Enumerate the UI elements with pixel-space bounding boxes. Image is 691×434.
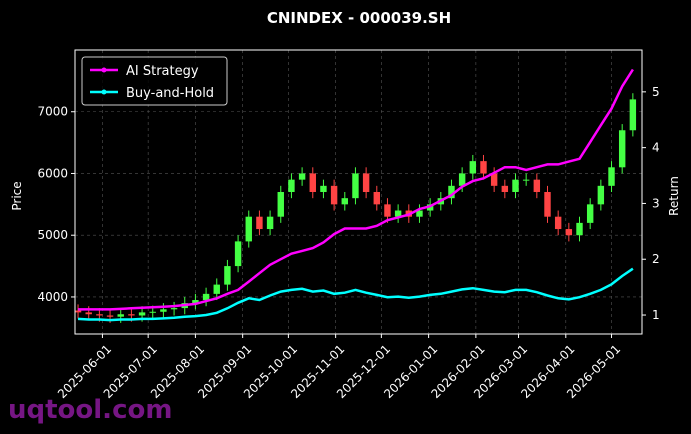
candle-body [128, 314, 135, 316]
candle-body [586, 204, 594, 223]
candle-body [618, 130, 626, 168]
candle-body [266, 216, 274, 230]
candle-body [362, 173, 370, 192]
y-axis-label: Price [10, 181, 24, 210]
candle-body [352, 173, 359, 199]
candle-body [298, 173, 306, 180]
candle-body [480, 161, 487, 174]
legend-label: Buy-and-Hold [126, 86, 214, 101]
y-tick-label: 6000 [37, 166, 68, 180]
candle-body [160, 309, 167, 312]
candle-body [330, 185, 338, 205]
legend-marker [101, 89, 107, 95]
candle-body [149, 311, 156, 313]
y2-tick-label: 2 [652, 252, 660, 266]
y-tick-label: 7000 [37, 105, 68, 119]
candle-body [469, 161, 477, 174]
candle-body [533, 179, 541, 192]
candle-body [544, 192, 551, 217]
candle-body [384, 204, 391, 217]
candle-body [74, 310, 82, 313]
candle-body [522, 179, 530, 181]
candle-body [373, 192, 380, 205]
candle-body [576, 222, 583, 236]
candle-body [565, 229, 573, 236]
candle-body [138, 312, 146, 316]
y2-axis-label: Return [667, 176, 681, 216]
candle-body [629, 99, 637, 131]
candle-body [117, 314, 124, 317]
plot-frame [74, 49, 643, 335]
y-tick-label: 4000 [37, 290, 68, 304]
legend-marker [101, 67, 107, 73]
candle-body [202, 293, 210, 301]
y2-tick-label: 1 [652, 308, 660, 322]
candle-body [448, 185, 455, 199]
chart-title: CNINDEX - 000039.SH [267, 9, 451, 27]
candle-body [490, 173, 498, 186]
series-line [78, 68, 634, 311]
legend-label: AI Strategy [126, 64, 199, 79]
candle-body [309, 173, 316, 192]
candle-body [245, 216, 252, 242]
candle-body [96, 314, 103, 316]
candle-body [458, 173, 466, 186]
candle-body [192, 300, 199, 304]
candle-body [394, 210, 402, 217]
candle-body [416, 210, 423, 217]
y2-tick-label: 5 [652, 85, 660, 99]
candle-body [597, 185, 605, 205]
candle-body [234, 241, 242, 267]
candle-body [170, 308, 178, 310]
watermark: uqtool.com [8, 395, 172, 425]
candle-body [320, 185, 327, 192]
candle-body [341, 198, 348, 205]
candle-body [288, 179, 295, 192]
candle-body [608, 167, 615, 186]
legend-box [81, 56, 228, 106]
candle-body [106, 315, 114, 317]
series-line [77, 267, 634, 322]
y2-tick-label: 3 [652, 196, 660, 210]
y-tick-label: 5000 [37, 228, 68, 242]
candle-body [277, 192, 284, 217]
candle-body [224, 266, 231, 285]
y2-tick-label: 4 [652, 141, 660, 155]
candle-body [554, 216, 562, 230]
candle-body [213, 284, 220, 294]
candle-body [501, 185, 509, 192]
candle-body [512, 179, 519, 192]
candle-body [256, 216, 263, 230]
candle-body [85, 312, 92, 315]
